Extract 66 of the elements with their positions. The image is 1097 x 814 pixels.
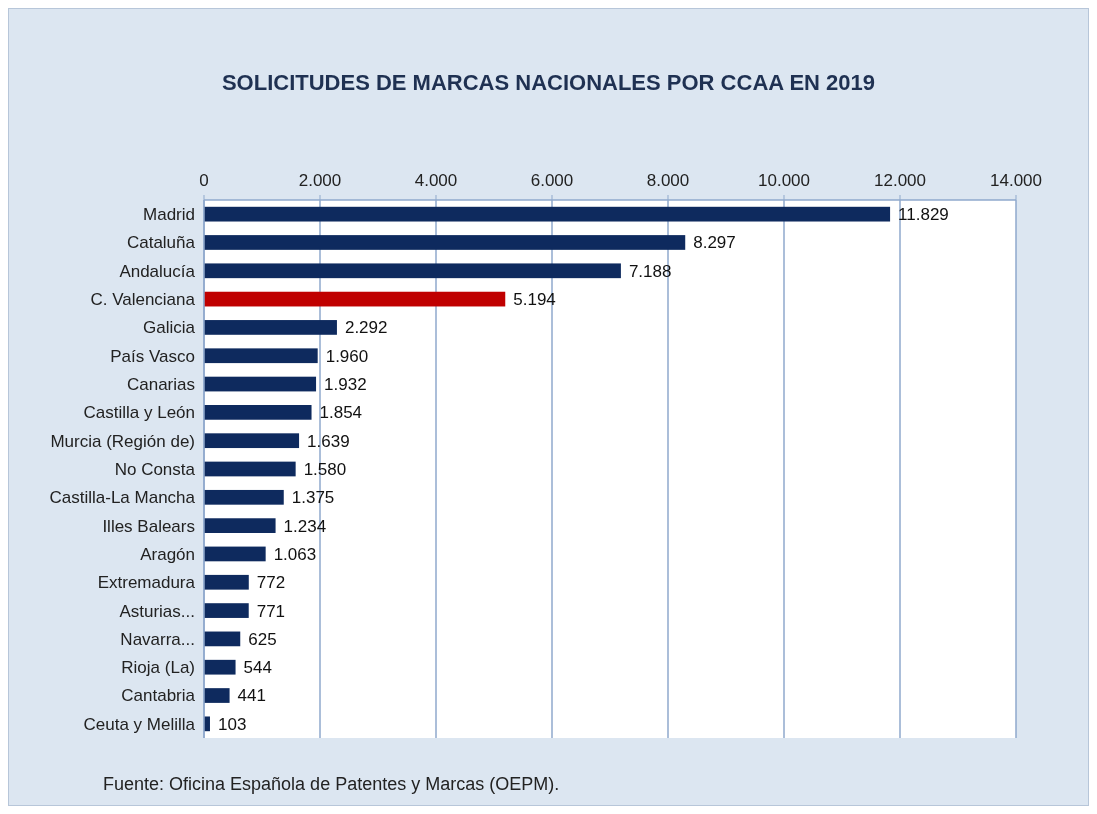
y-tick-label: Navarra... <box>120 629 195 649</box>
data-label: 103 <box>217 714 247 734</box>
source-note: Fuente: Oficina Española de Patentes y Marcas (OEPM). <box>103 774 560 794</box>
data-label: 1.932 <box>324 375 367 394</box>
x-tick-label: 14.000 <box>990 171 1042 190</box>
bar <box>204 489 284 505</box>
y-tick-label: Castilla-La Mancha <box>49 488 196 508</box>
bar <box>204 574 249 590</box>
y-tick-label: Cantabria <box>121 686 196 706</box>
x-tick-label: 8.000 <box>646 171 690 190</box>
y-tick-label: Galicia <box>143 318 196 338</box>
bar <box>204 546 266 562</box>
data-label: 7.188 <box>628 261 672 281</box>
data-label: 1.854 <box>319 403 363 423</box>
bar <box>204 348 318 364</box>
bar <box>204 291 506 307</box>
data-label: 1.639 <box>307 431 350 451</box>
y-tick-label: Castilla y León <box>83 403 195 423</box>
y-tick-label: Cataluña <box>126 233 196 253</box>
y-tick-label: Ceuta y Melilla <box>83 714 196 734</box>
x-tick-label: 4.000 <box>414 171 458 190</box>
x-tick-label: 12.000 <box>874 171 926 190</box>
y-tick-label: País Vasco <box>110 346 195 366</box>
y-tick-label: Rioja (La) <box>121 658 195 678</box>
data-label: 1.063 <box>273 544 317 564</box>
bar <box>204 433 300 449</box>
bar <box>204 631 241 647</box>
x-tick-label: 6.000 <box>530 171 574 190</box>
data-label: 11.829 <box>898 205 949 225</box>
data-label: 1.375 <box>291 488 335 508</box>
y-tick-label: Illes Balears <box>102 516 195 536</box>
data-label: 441 <box>237 686 266 706</box>
bar <box>204 263 621 279</box>
data-label: 544 <box>243 658 272 678</box>
bar <box>204 688 230 703</box>
bar <box>204 235 686 250</box>
bar <box>204 659 236 675</box>
x-tick-label: 2.000 <box>298 171 342 190</box>
x-tick-label: 10.000 <box>758 171 810 190</box>
bar <box>204 518 276 533</box>
data-label: 2.292 <box>344 318 388 338</box>
bar <box>204 376 317 392</box>
data-label: 1.234 <box>283 516 327 536</box>
chart-title: SOLICITUDES DE MARCAS NACIONALES POR CCAA EN 2019 <box>221 70 876 95</box>
y-tick-label: Aragón <box>140 544 195 564</box>
bar <box>204 206 891 222</box>
data-label: 771 <box>256 601 286 621</box>
y-tick-label: Madrid <box>143 205 195 225</box>
y-tick-label: No Consta <box>114 459 196 479</box>
bar <box>204 405 312 420</box>
bar <box>204 603 249 618</box>
data-label: 772 <box>256 573 286 593</box>
y-tick-label: Asturias... <box>119 601 195 621</box>
x-tick-label: 0 <box>199 171 209 190</box>
data-label: 1.580 <box>303 459 347 479</box>
y-tick-label: Andalucía <box>119 261 196 281</box>
y-tick-label: Murcia (Región de) <box>50 431 195 451</box>
data-label: 8.297 <box>693 233 736 253</box>
bar <box>204 461 296 477</box>
y-tick-label: C. Valenciana <box>90 290 196 310</box>
y-tick-label: Extremadura <box>97 573 196 593</box>
data-label: 5.194 <box>513 290 556 310</box>
data-label: 1.960 <box>325 346 369 366</box>
y-tick-label: Canarias <box>126 375 195 394</box>
bar <box>204 320 337 335</box>
data-label: 625 <box>248 629 277 649</box>
